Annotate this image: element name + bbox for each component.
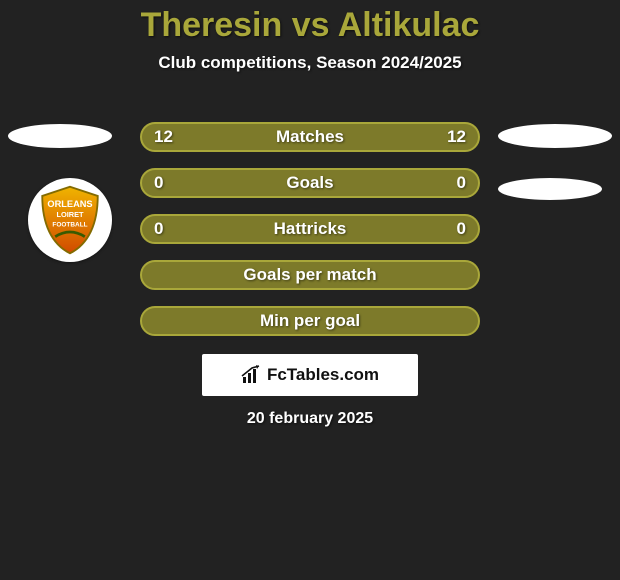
right-placeholder-ellipse-2 [498, 178, 602, 200]
stat-label: Goals [142, 173, 478, 193]
crest-line-2: LOIRET [56, 210, 84, 219]
page-title: Theresin vs Altikulac [0, 0, 620, 45]
stat-row-hattricks: 0 Hattricks 0 [140, 214, 480, 244]
watermark: FcTables.com [202, 354, 418, 396]
stat-row-min-per-goal: Min per goal [140, 306, 480, 336]
shield-icon: ORLEANS LOIRET FOOTBALL [33, 183, 107, 257]
crest-line-1: ORLEANS [47, 199, 92, 209]
stat-label: Min per goal [142, 311, 478, 331]
left-placeholder-ellipse [8, 124, 112, 148]
stat-row-matches: 12 Matches 12 [140, 122, 480, 152]
stats-panel: 12 Matches 12 0 Goals 0 0 Hattricks 0 Go… [140, 122, 480, 352]
watermark-text: FcTables.com [267, 365, 379, 385]
page-subtitle: Club competitions, Season 2024/2025 [0, 53, 620, 73]
bar-chart-icon [241, 365, 263, 385]
stat-row-goals-per-match: Goals per match [140, 260, 480, 290]
right-placeholder-ellipse-1 [498, 124, 612, 148]
stat-label: Goals per match [142, 265, 478, 285]
club-crest: ORLEANS LOIRET FOOTBALL [28, 178, 112, 262]
crest-line-3: FOOTBALL [52, 221, 87, 228]
date-text: 20 february 2025 [0, 410, 620, 428]
stat-label: Hattricks [142, 219, 478, 239]
stat-row-goals: 0 Goals 0 [140, 168, 480, 198]
stat-label: Matches [142, 127, 478, 147]
